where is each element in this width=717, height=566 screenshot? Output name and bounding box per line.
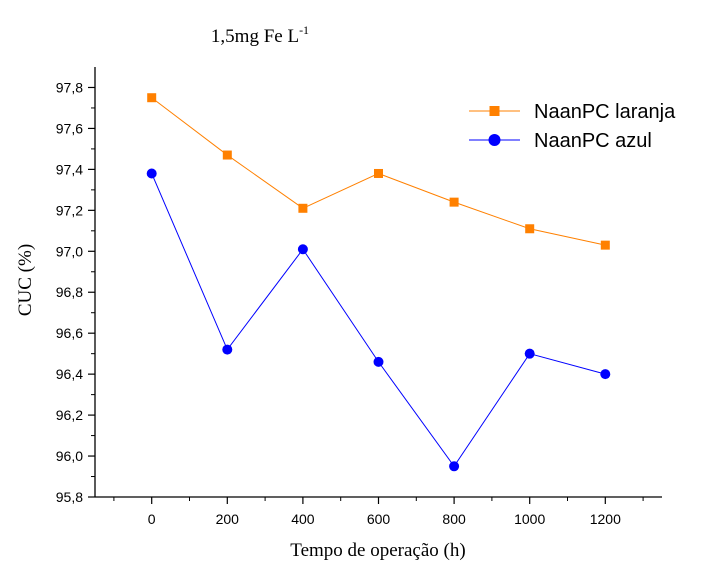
- legend-marker-square: [489, 106, 500, 116]
- legend: NaanPC laranja NaanPC azul: [469, 101, 676, 152]
- data-point-square: [600, 240, 610, 250]
- y-tick-label: 96,6: [56, 325, 83, 341]
- svg-text:1,5mg Fe L-1: 1,5mg Fe L-1: [211, 23, 309, 47]
- y-tick-label: 96,4: [56, 366, 83, 382]
- data-point-square: [525, 224, 535, 234]
- legend-label: NaanPC azul: [534, 130, 652, 152]
- x-tick-label: 600: [367, 511, 391, 527]
- tick-marks: 95,8 96,0 96,2 96,4 96,6 96,8 97,0 97,2 97,4 97,6…: [56, 79, 644, 527]
- x-tick-label: 1000: [514, 511, 545, 527]
- data-point-square: [374, 168, 383, 178]
- legend-marker-circle: [488, 134, 501, 146]
- y-tick-label: 95,8: [56, 489, 83, 505]
- x-tick-label: 400: [291, 511, 315, 527]
- y-tick-label: 97,2: [56, 202, 83, 218]
- data-point-circle: [297, 244, 308, 255]
- chart-title-superscript: -1: [299, 23, 309, 37]
- y-tick-label: 96,8: [56, 284, 83, 300]
- data-point-square: [222, 150, 232, 160]
- chart-title: 1,5mg Fe L-1: [211, 23, 309, 47]
- x-tick-label: 200: [216, 511, 240, 527]
- data-point-circle: [449, 461, 460, 472]
- data-point-square: [147, 93, 157, 103]
- x-tick-label: 800: [442, 511, 466, 527]
- y-axis-label: CUC (%): [15, 244, 36, 316]
- x-axis-label: Tempo de operação (h): [290, 540, 465, 561]
- series-group: [146, 93, 611, 472]
- legend-label: NaanPC laranja: [534, 101, 676, 123]
- chart-title-text: 1,5mg Fe L: [211, 26, 299, 47]
- data-point-circle: [373, 356, 384, 367]
- y-tick-label: 96,2: [56, 407, 83, 423]
- y-tick-label: 97,6: [56, 120, 83, 136]
- data-point-square: [449, 197, 459, 207]
- data-point-circle: [146, 168, 157, 179]
- x-tick-label: 1200: [590, 511, 621, 527]
- y-tick-label: 96,0: [56, 448, 83, 464]
- data-point-circle: [222, 344, 233, 355]
- y-tick-label: 97,4: [56, 161, 83, 177]
- y-tick-label: 97,8: [56, 79, 83, 95]
- y-tick-label: 97,0: [56, 243, 83, 259]
- series-line-2: [151, 173, 606, 468]
- data-point-circle: [600, 369, 611, 380]
- data-point-circle: [524, 348, 535, 359]
- data-point-square: [298, 203, 308, 213]
- x-tick-label: 0: [148, 511, 156, 527]
